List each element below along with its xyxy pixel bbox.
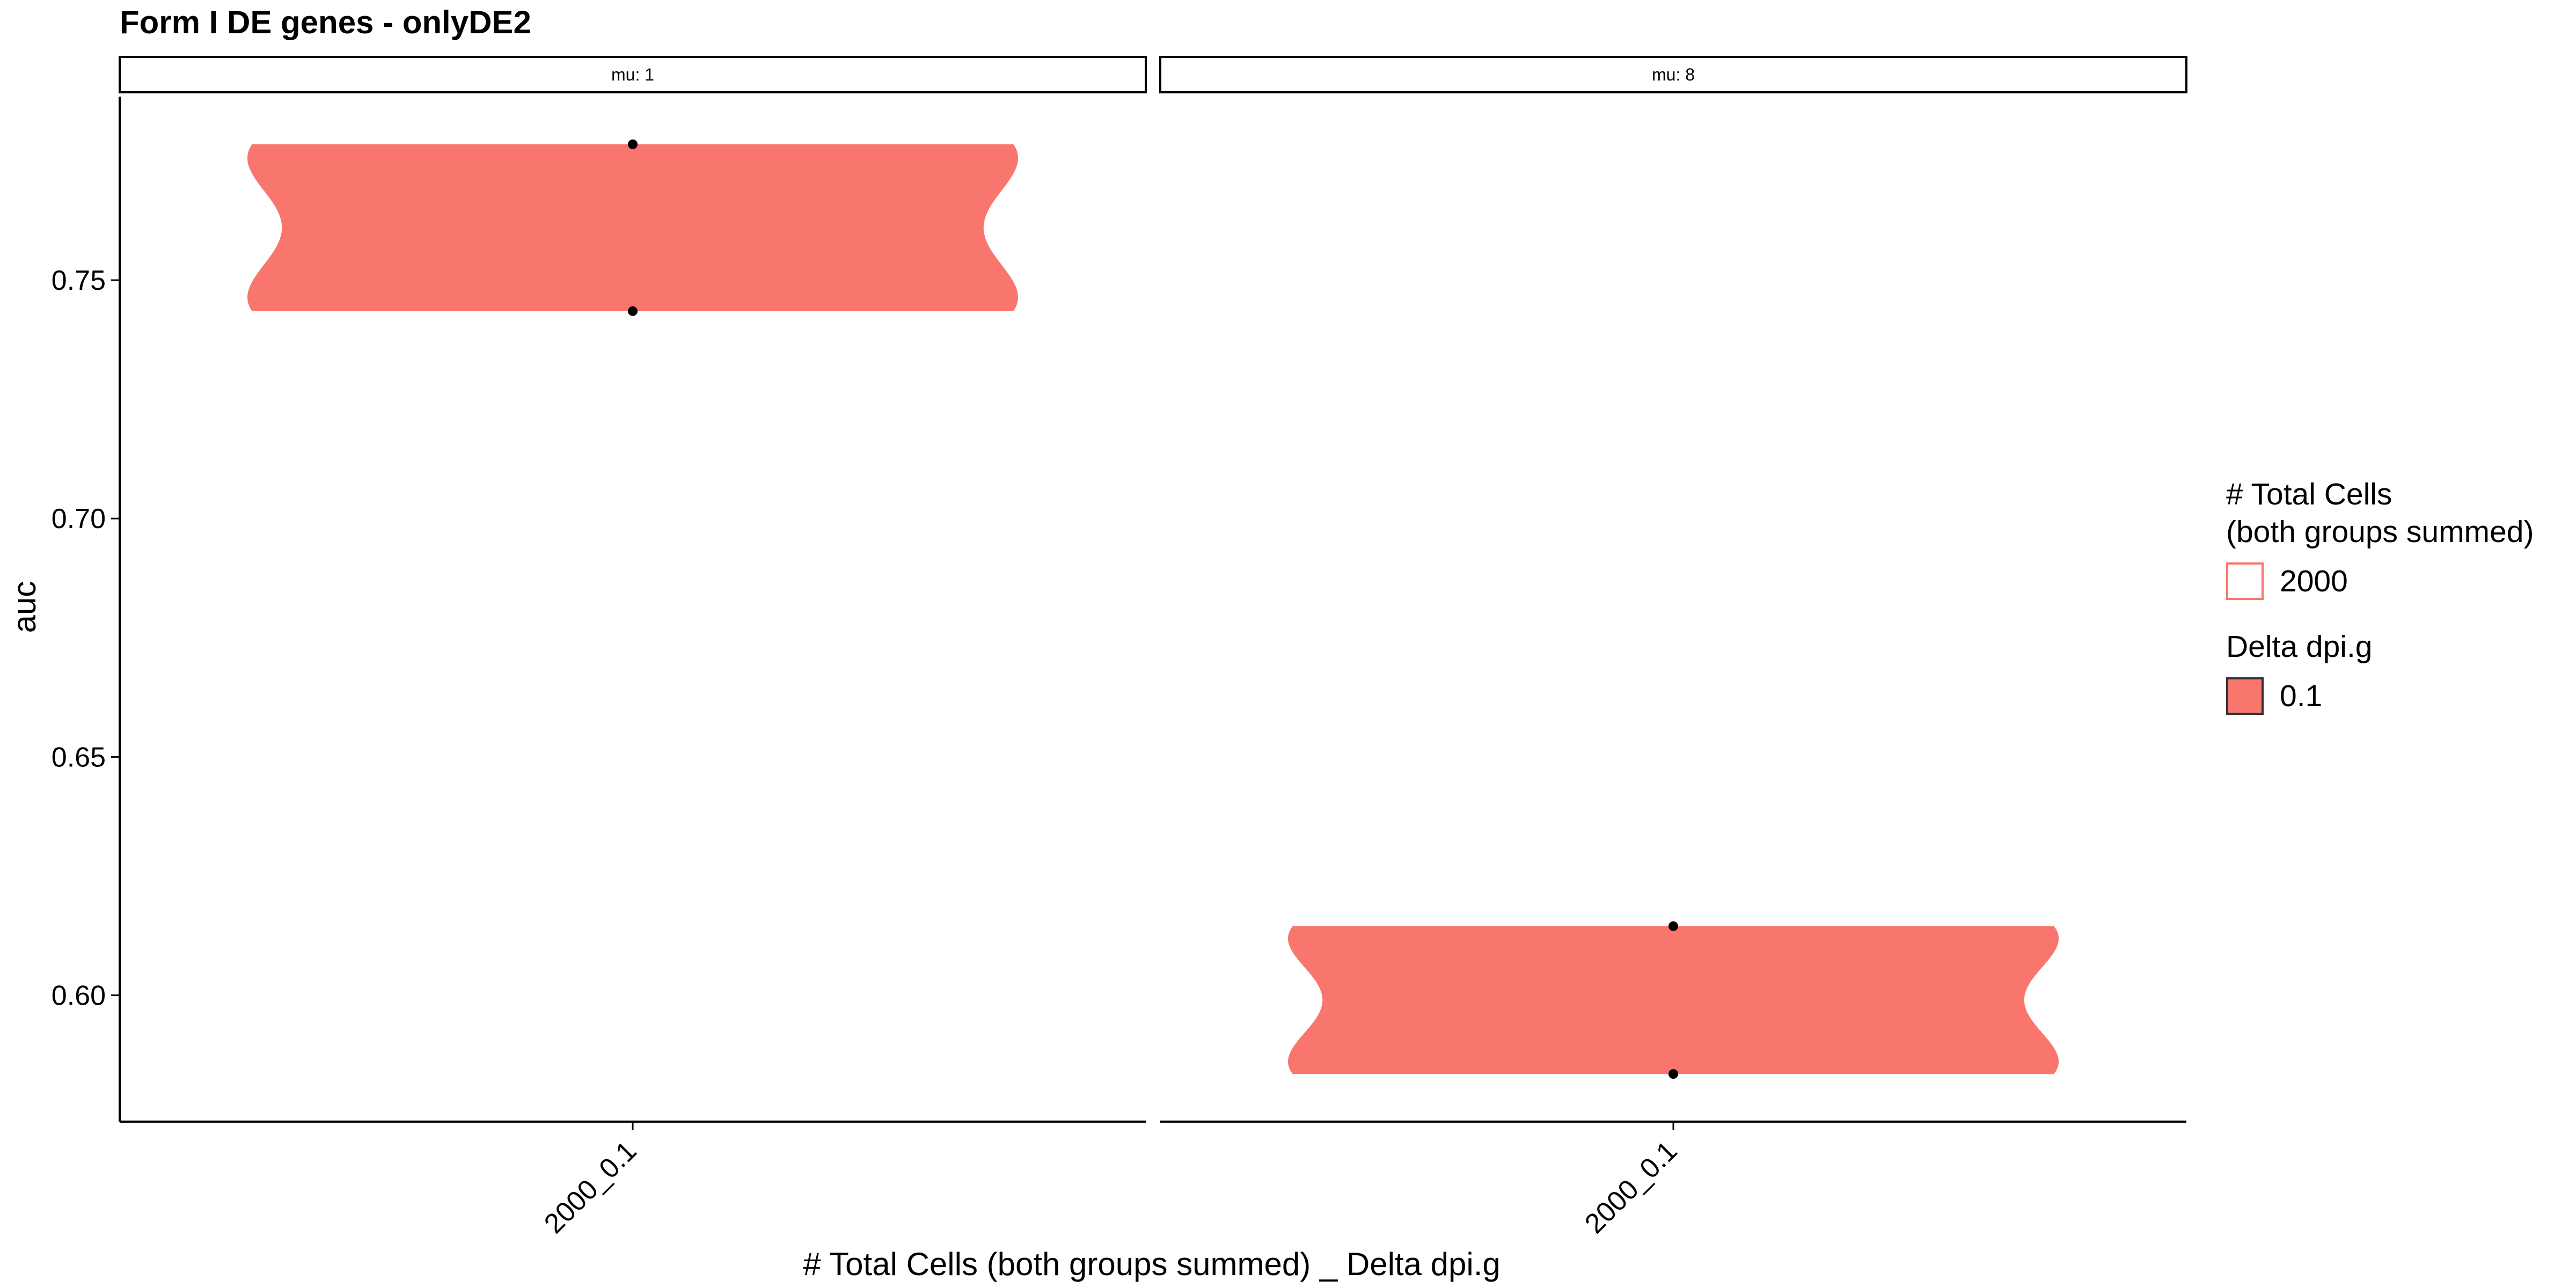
- facet-panel: mu: 1 2000_0.1: [119, 56, 1147, 1240]
- legend-label: 0.1: [2280, 679, 2322, 713]
- y-tick-label: 0.60: [52, 980, 106, 1012]
- y-tick-label: 0.75: [52, 265, 106, 296]
- violin-shape: [1288, 926, 2059, 1074]
- legend-title: (both groups summed): [2226, 515, 2534, 549]
- facet-panels: mu: 1 2000_0.1 mu: 8 2000_0.1: [119, 56, 2187, 1240]
- facet-strip: [119, 56, 1147, 93]
- legend-label: 2000: [2280, 564, 2348, 598]
- facet-strip-label: mu: 8: [1652, 65, 1695, 84]
- y-tick-label: 0.65: [52, 742, 106, 773]
- data-point: [628, 139, 638, 149]
- legend-title: # Total Cells: [2226, 477, 2392, 511]
- x-axis-title: # Total Cells (both groups summed) _ Del…: [803, 1246, 1501, 1282]
- chart-title: Form I DE genes - onlyDE2: [120, 4, 531, 40]
- legend: # Total Cells (both groups summed) 2000 Del…: [2226, 477, 2534, 715]
- legend-key: [2226, 677, 2264, 715]
- data-point: [1668, 1069, 1678, 1079]
- x-tick-label: 2000_0.1: [538, 1135, 642, 1239]
- legend-key: [2226, 562, 2264, 600]
- y-axis: 0.60 0.65 0.70 0.75: [52, 97, 121, 1122]
- legend-title: Delta dpi.g: [2226, 630, 2373, 664]
- data-point: [628, 306, 638, 316]
- facet-strip: [1159, 56, 2187, 93]
- violin-shape: [247, 144, 1018, 311]
- y-axis-title: auc: [6, 581, 42, 633]
- y-tick-label: 0.70: [52, 503, 106, 535]
- legend-group: Delta dpi.g 0.1: [2226, 630, 2373, 715]
- x-tick-label: 2000_0.1: [1579, 1135, 1683, 1239]
- facet-strip-label: mu: 1: [611, 65, 654, 84]
- facet-panel: mu: 8 2000_0.1: [1159, 56, 2187, 1240]
- legend-group: # Total Cells (both groups summed) 2000: [2226, 477, 2534, 600]
- data-point: [1668, 921, 1678, 931]
